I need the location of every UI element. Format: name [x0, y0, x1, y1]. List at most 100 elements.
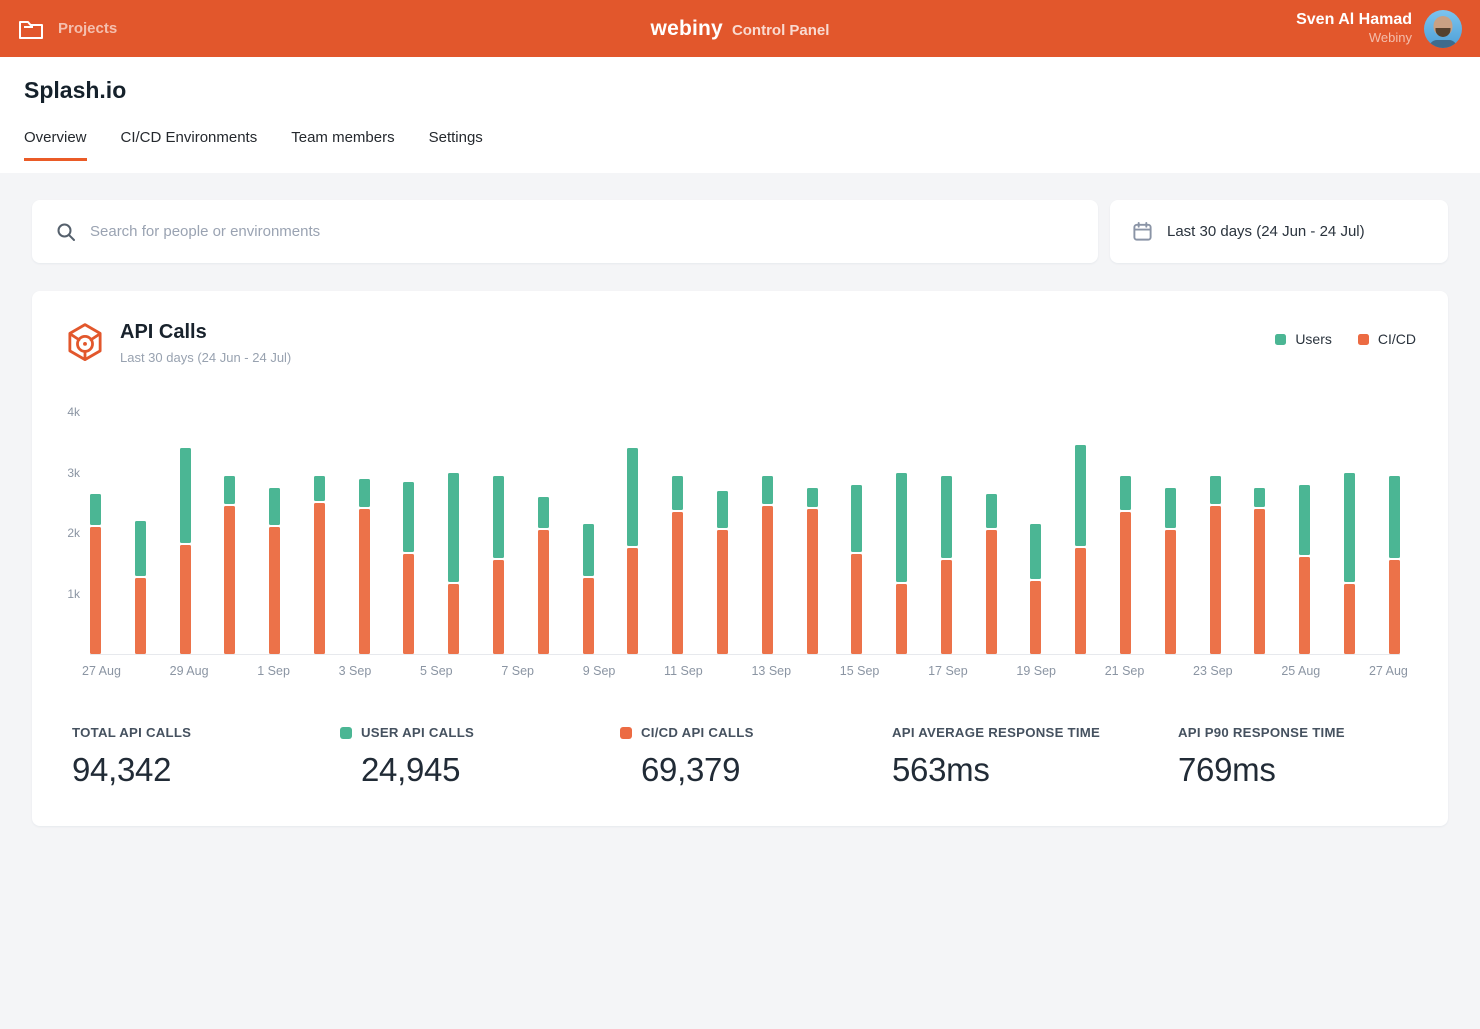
- y-axis-tick: 2k: [67, 526, 80, 540]
- bar-segment-cicd: [627, 548, 639, 654]
- top-bar: Projects webiny Control Panel Sven Al Ha…: [0, 0, 1480, 57]
- legend-label: Users: [1295, 331, 1332, 347]
- bar-segment-cicd: [1075, 548, 1087, 654]
- stacked-bar: [1388, 475, 1400, 654]
- stacked-bar: [1030, 523, 1042, 654]
- legend-swatch: [1357, 333, 1369, 345]
- avatar[interactable]: [1424, 9, 1462, 48]
- card-header: API Calls Last 30 days (24 Jun - 24 Jul)…: [32, 321, 1448, 365]
- bar-segment-users: [224, 475, 236, 504]
- x-axis-tick: 1 Sep: [257, 664, 290, 678]
- bar-segment-users: [313, 475, 325, 501]
- bar-segment-users: [1254, 487, 1266, 507]
- bar-segment-users: [403, 481, 415, 553]
- bar-segment-cicd: [448, 584, 460, 654]
- bar-segment-cicd: [313, 502, 325, 654]
- bar-segment-users: [627, 448, 639, 547]
- toolbar: Last 30 days (24 Jun - 24 Jul): [32, 200, 1448, 263]
- stacked-bar: [627, 448, 639, 654]
- bar-segment-users: [806, 487, 818, 507]
- stacked-bar: [985, 493, 997, 654]
- bar-segment-cicd: [90, 526, 101, 654]
- nav-projects-link[interactable]: Projects: [18, 18, 117, 40]
- search-input[interactable]: [90, 223, 1074, 240]
- bar-segment-cicd: [985, 529, 997, 654]
- x-axis-tick: 21 Sep: [1104, 664, 1145, 678]
- stacked-bar: [1075, 445, 1087, 654]
- legend-swatch: [1275, 333, 1287, 345]
- x-axis-tick: 27 Aug: [82, 664, 121, 678]
- x-axis-tick: 13 Sep: [751, 664, 792, 678]
- date-range-picker[interactable]: Last 30 days (24 Jun - 24 Jul): [1110, 200, 1448, 263]
- tab-team-members[interactable]: Team members: [291, 129, 395, 146]
- y-axis-tick: 4k: [67, 405, 80, 419]
- stacked-bar: [134, 520, 146, 654]
- bar-segment-users: [1343, 472, 1355, 583]
- stacked-bar: [716, 490, 728, 654]
- tab-settings[interactable]: Settings: [428, 129, 483, 146]
- y-axis-tick: 3k: [67, 465, 80, 480]
- stat-value: 69,379: [641, 751, 741, 788]
- search-bar: [32, 200, 1098, 263]
- bar-segment-cicd: [716, 529, 728, 654]
- date-range-label: Last 30 days (24 Jun - 24 Jul): [1167, 223, 1365, 240]
- bar-segment-users: [940, 475, 952, 559]
- stacked-bar: [940, 475, 952, 654]
- api-cube-icon: [64, 321, 106, 365]
- bar-segment-users: [537, 496, 549, 528]
- bar-segment-cicd: [1119, 511, 1131, 654]
- bar-segment-users: [985, 493, 997, 528]
- bar-segment-users: [358, 478, 370, 507]
- page-header: Splash.io Overview CI/CD Environments Team…: [0, 57, 1480, 173]
- api-calls-card: API Calls Last 30 days (24 Jun - 24 Jul)…: [32, 291, 1448, 826]
- bar-segment-users: [761, 475, 773, 504]
- tab-overview[interactable]: Overview: [24, 129, 87, 161]
- bar-segment-cicd: [1388, 560, 1400, 654]
- bar-segment-cicd: [269, 526, 281, 654]
- user-menu[interactable]: Sven Al Hamad Webiny: [1296, 9, 1462, 48]
- legend-item-ci-cd[interactable]: CI/CD: [1357, 331, 1416, 347]
- bar-segment-users: [582, 523, 594, 577]
- x-axis-tick: 15 Sep: [839, 664, 880, 678]
- brand-logo: webiny: [650, 16, 723, 40]
- x-axis-tick: 23 Sep: [1193, 664, 1233, 678]
- stacked-bar: [358, 478, 370, 654]
- bar-segment-cicd: [1343, 584, 1355, 654]
- stacked-bar: [1343, 472, 1355, 654]
- bars-area: [90, 413, 1400, 654]
- bar-segment-cicd: [1030, 581, 1042, 654]
- tab-ci-cd-environments[interactable]: CI/CD Environments: [120, 129, 258, 146]
- legend-item-users[interactable]: Users: [1275, 331, 1332, 347]
- x-axis-labels: 27 Aug 29 Aug 1 Sep 3 Sep 5 Sep 7 Sep 9 Sep 11 …: [82, 664, 1408, 678]
- bar-segment-cicd: [224, 505, 236, 654]
- stacked-bar: [1254, 487, 1266, 654]
- x-axis-tick: 9 Sep: [582, 664, 616, 678]
- bar-segment-cicd: [179, 545, 191, 654]
- x-axis-tick: 29 Aug: [169, 664, 209, 678]
- page-title: Splash.io: [24, 77, 127, 103]
- stat-ci-cd-api-calls: CI/CD API CALLS 69,379: [620, 725, 892, 789]
- stacked-bar: [313, 475, 325, 654]
- bar-segment-cicd: [806, 508, 818, 654]
- bar-segment-users: [90, 493, 101, 525]
- bar-segment-users: [1119, 475, 1131, 510]
- stacked-bar: [90, 493, 101, 654]
- x-axis-tick: 17 Sep: [928, 664, 968, 678]
- brand-suffix: Control Panel: [731, 21, 830, 39]
- x-axis-tick: 27 Aug: [1368, 664, 1408, 678]
- bar-segment-users: [448, 472, 460, 583]
- stat-api-p90-response-time: API P90 RESPONSE TIME 769ms: [1178, 725, 1345, 789]
- stat-value: 24,945: [361, 751, 461, 788]
- bar-segment-cicd: [851, 554, 863, 654]
- x-axis-tick: 3 Sep: [338, 664, 372, 678]
- chart-subtitle: Last 30 days (24 Jun - 24 Jul): [120, 350, 292, 365]
- bar-segment-cicd: [1254, 508, 1266, 654]
- bar-segment-users: [493, 475, 505, 559]
- stat-color-dot: [620, 726, 632, 739]
- bar-segment-users: [1209, 475, 1221, 504]
- stat-user-api-calls: USER API CALLS 24,945: [340, 725, 620, 789]
- stacked-bar: [537, 496, 549, 654]
- legend-label: CI/CD: [1377, 331, 1416, 347]
- stacked-bar: [1164, 487, 1176, 654]
- bar-segment-users: [672, 475, 684, 510]
